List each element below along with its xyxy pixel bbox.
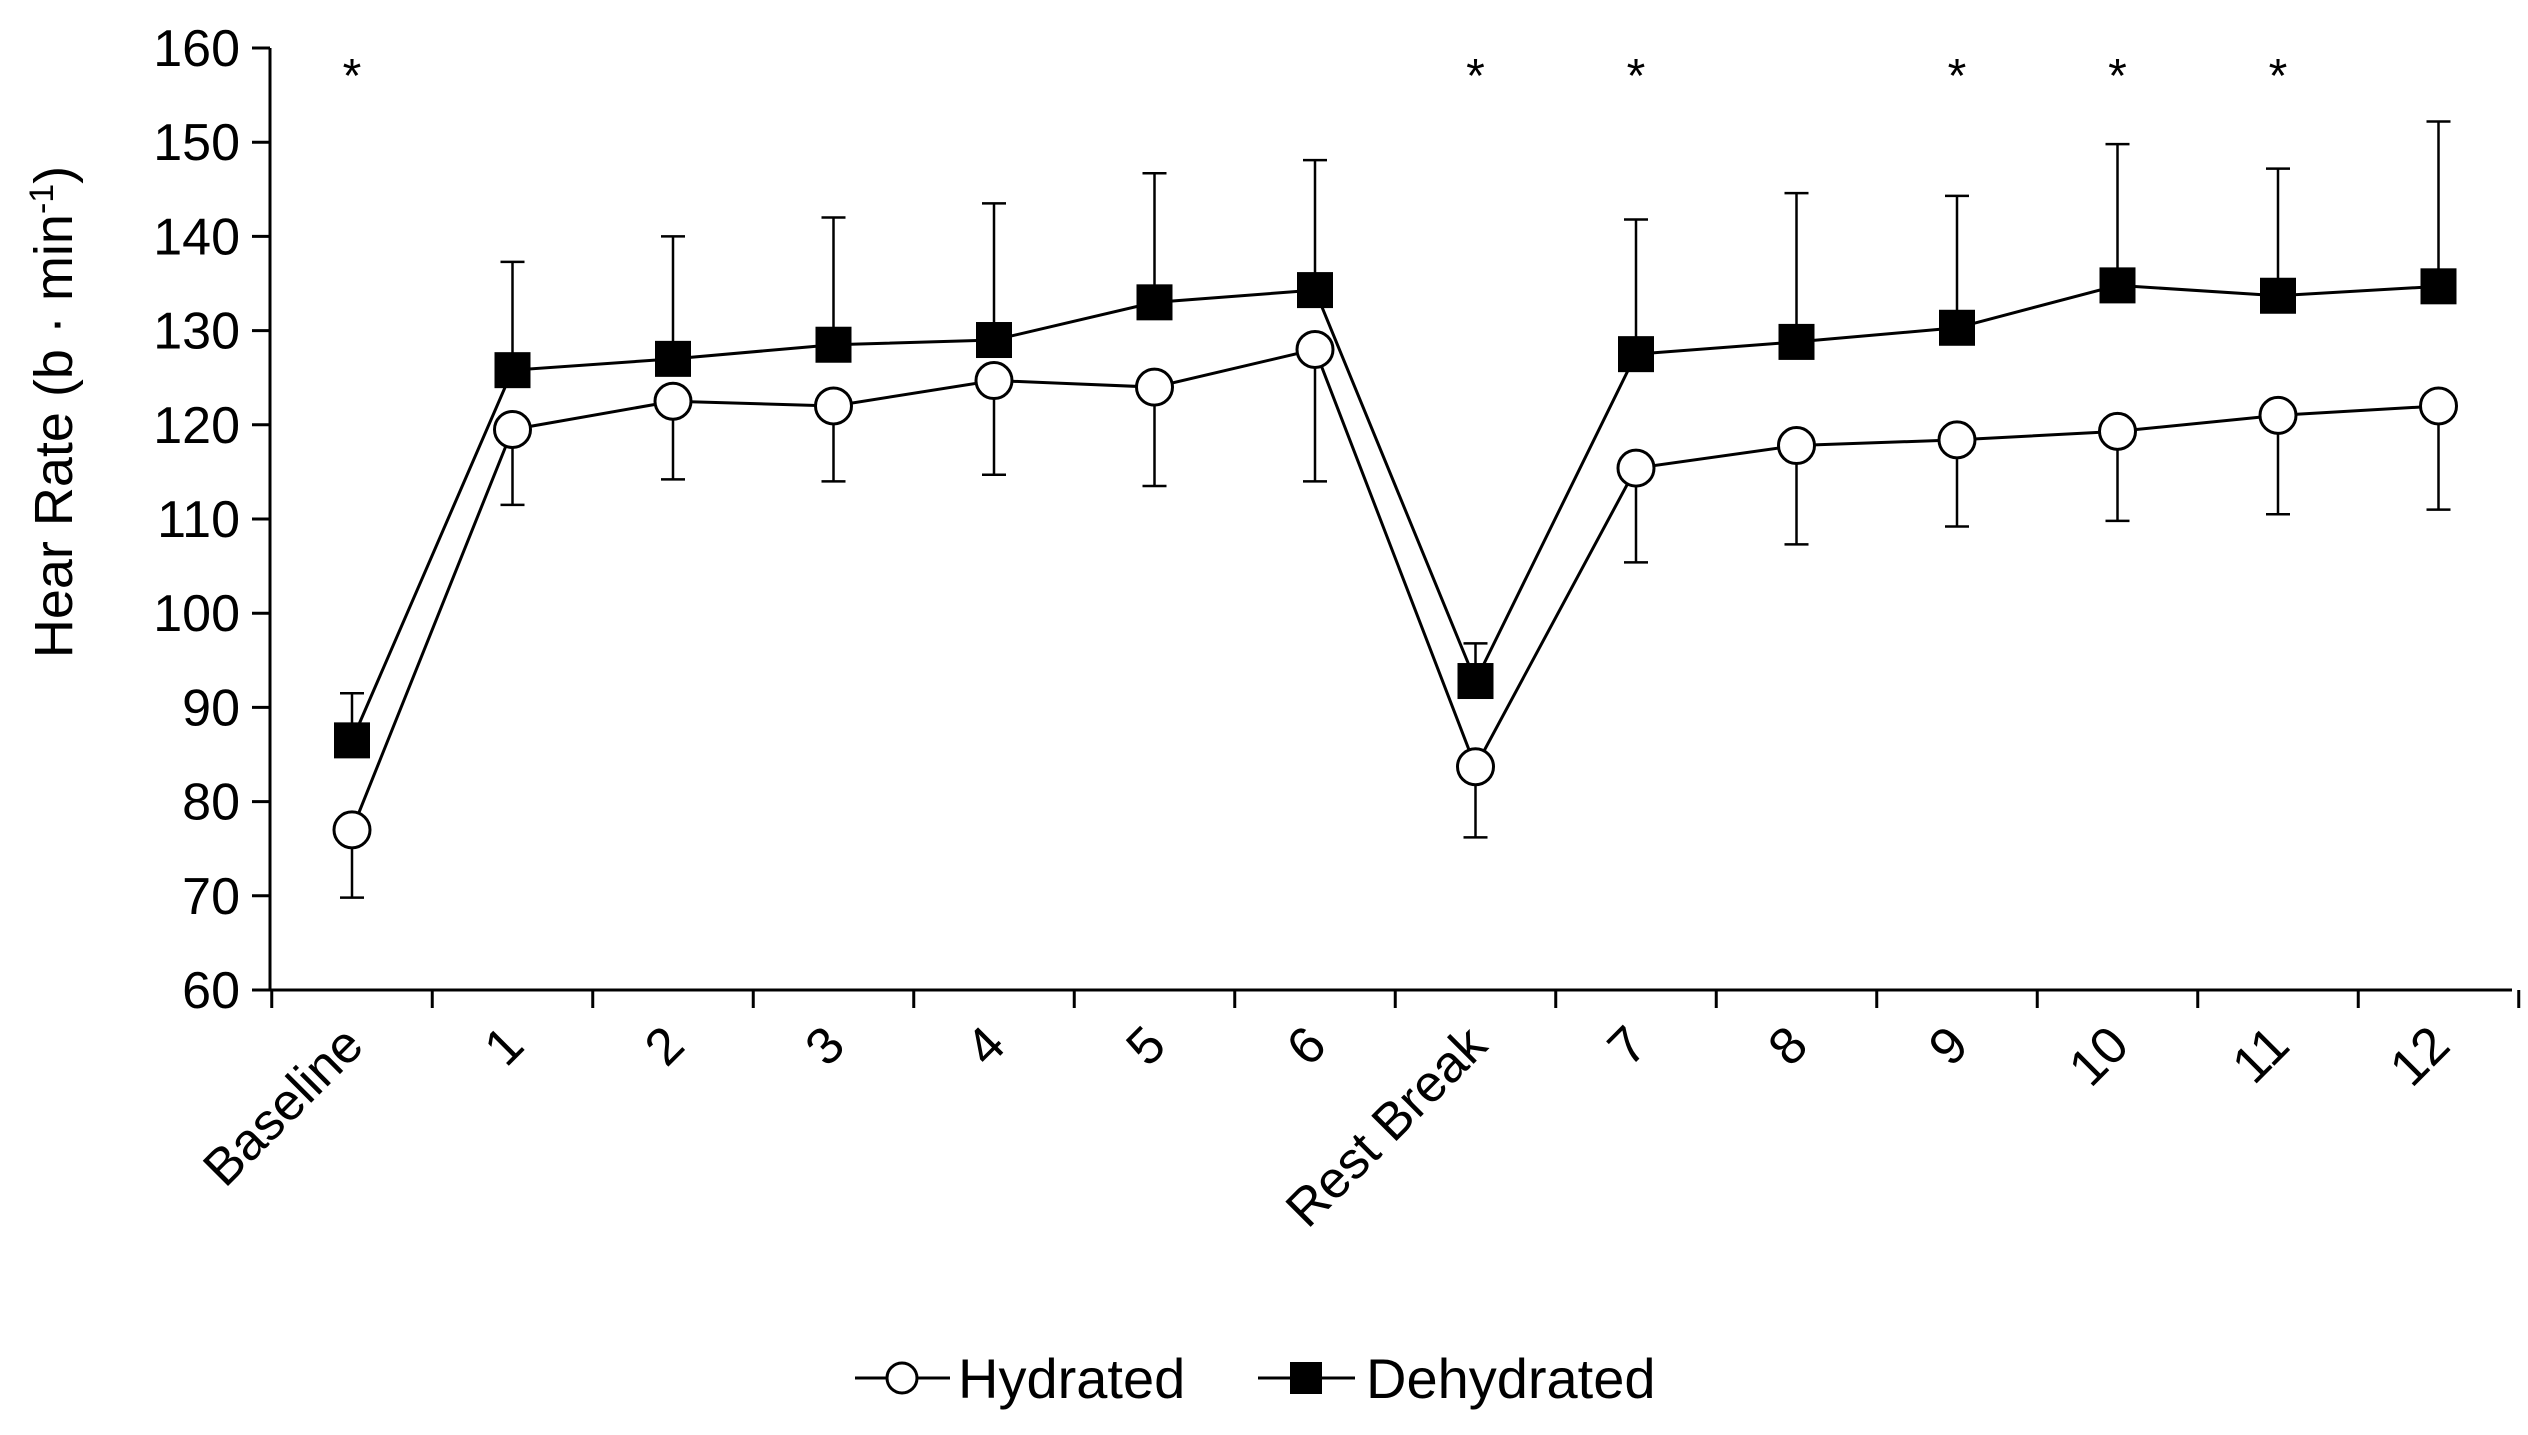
dehydrated-point-10 <box>1939 309 1975 346</box>
hydrated-point-12 <box>2258 395 2298 435</box>
y-axis-title: Hear Rate (b · min-1) <box>23 166 84 658</box>
dehydrated-point-7 <box>1457 663 1494 700</box>
dehydrated-point-6 <box>1297 272 1333 309</box>
y-tick-label-120: 120 <box>153 397 240 455</box>
y-tick-label-90: 90 <box>182 679 240 737</box>
hydrated-point-1 <box>493 410 532 450</box>
x-tick-label-7: 7 <box>1597 1015 1658 1076</box>
legend: Hydrated Dehydrated <box>855 1347 1656 1410</box>
y-axis-ticks: 60 70 80 90 100 110 120 130 140 150 160 <box>153 20 270 1020</box>
x-tick-label-2: 2 <box>634 1015 695 1076</box>
y-tick-label-110: 110 <box>157 491 240 549</box>
x-tick-label-9: 9 <box>1918 1015 1979 1076</box>
hydrated-point-10 <box>1937 420 1977 460</box>
dehydrated-point-8 <box>1618 336 1654 373</box>
hydrated-point-6 <box>1295 329 1335 369</box>
dehydrated-point-5 <box>1136 284 1173 321</box>
significance-star-7: * <box>1627 50 1646 103</box>
dehydrated-point-9 <box>1778 323 1815 360</box>
dehydrated-point-11 <box>2099 267 2136 304</box>
x-tick-label-1: 1 <box>474 1015 535 1076</box>
y-tick-label-150: 150 <box>153 114 240 172</box>
hydrated-point-5 <box>1135 367 1174 407</box>
x-tick-label-baseline: Baseline <box>192 1015 374 1197</box>
x-tick-label-11: 11 <box>2221 1015 2300 1094</box>
series-lines <box>350 283 2439 831</box>
hydrated-point-8 <box>1616 448 1656 488</box>
significance-star-baseline: * <box>343 50 362 103</box>
dehydrated-point-12 <box>2260 277 2296 314</box>
hydrated-point-11 <box>2098 411 2137 451</box>
significance-star-rest-break: * <box>1466 50 1485 103</box>
x-tick-label-8: 8 <box>1758 1015 1819 1076</box>
y-tick-label-70: 70 <box>182 868 240 926</box>
legend-hydrated-marker <box>885 1361 919 1395</box>
axes <box>268 48 2512 992</box>
x-tick-label-5: 5 <box>1116 1015 1177 1076</box>
legend-dehydrated-label: Dehydrated <box>1366 1347 1656 1410</box>
hydrated-point-4 <box>974 361 1014 401</box>
dehydrated-point-1 <box>494 352 531 389</box>
y-tick-label-140: 140 <box>153 208 240 266</box>
legend-item-hydrated: Hydrated <box>855 1347 1185 1410</box>
y-tick-label-60: 60 <box>182 962 240 1020</box>
significance-star-11: * <box>2269 50 2288 103</box>
error-bars <box>340 120 2451 899</box>
legend-hydrated-label: Hydrated <box>958 1347 1185 1410</box>
dehydrated-point-4 <box>976 322 1012 359</box>
significance-markers: * * * * * * <box>343 50 2288 103</box>
significance-star-9: * <box>1948 50 1967 103</box>
dehydrated-point-13 <box>2420 268 2457 305</box>
legend-dehydrated-marker <box>1290 1362 1322 1394</box>
hydrated-point-9 <box>1777 426 1816 466</box>
dehydrated-point-3 <box>815 326 852 363</box>
hydrated-point-0 <box>332 810 372 850</box>
significance-star-10: * <box>2108 50 2127 103</box>
x-tick-label-12: 12 <box>2379 1015 2461 1097</box>
hydrated-point-2 <box>653 381 693 421</box>
y-tick-label-80: 80 <box>182 774 240 832</box>
x-tick-label-3: 3 <box>795 1015 856 1076</box>
dehydrated-line <box>350 283 2439 741</box>
y-tick-label-130: 130 <box>153 303 240 361</box>
hydrated-point-13 <box>2419 386 2458 426</box>
hydrated-point-3 <box>814 386 853 426</box>
series-markers <box>332 267 2458 850</box>
legend-item-dehydrated: Dehydrated <box>1258 1347 1656 1410</box>
y-tick-label-160: 160 <box>153 20 240 78</box>
dehydrated-point-2 <box>655 340 691 377</box>
x-tick-label-6: 6 <box>1276 1015 1337 1076</box>
y-tick-label-100: 100 <box>153 585 240 643</box>
hydrated-point-7 <box>1456 747 1495 787</box>
x-tick-label-4: 4 <box>955 1015 1016 1076</box>
x-tick-label-10: 10 <box>2058 1015 2140 1097</box>
hydrated-line <box>350 347 2439 831</box>
dehydrated-point-0 <box>334 722 370 759</box>
